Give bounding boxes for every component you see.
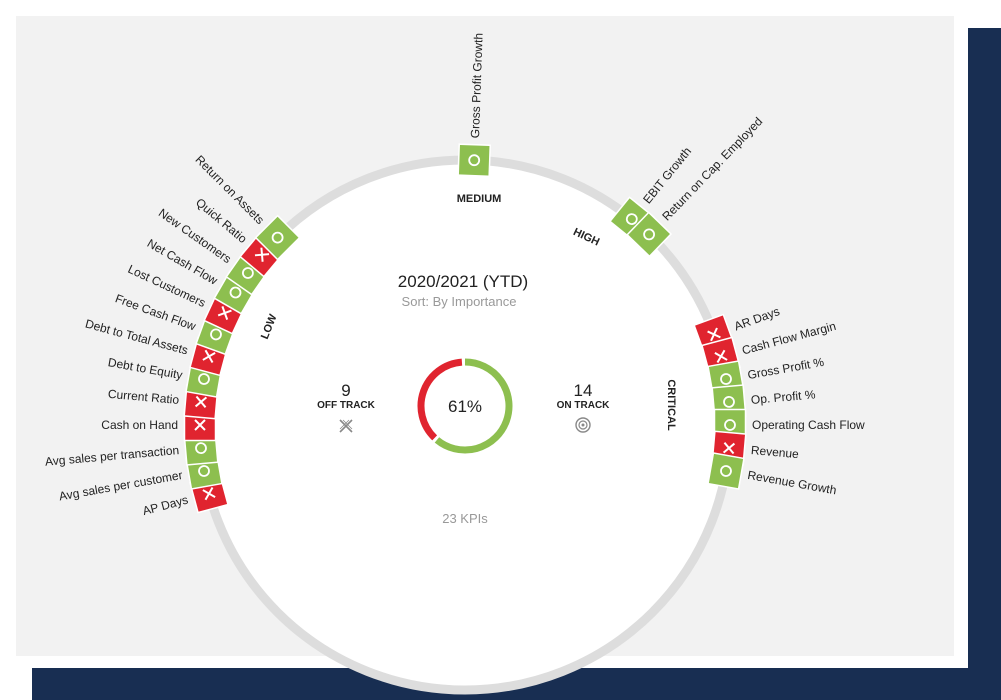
off-track-x-icon <box>194 419 206 431</box>
on-track-circle-icon <box>271 231 284 244</box>
on-track-count: 14 <box>574 381 593 400</box>
kpi-label: Operating Cash Flow <box>752 418 865 432</box>
decor-navy-right <box>968 28 1001 700</box>
off-track-x-icon <box>707 327 721 342</box>
off-track-x-icon <box>254 247 270 262</box>
off-track-icon <box>339 419 353 433</box>
off-track-label: OFF TRACK <box>317 400 376 411</box>
on-track-circle-icon <box>625 213 638 226</box>
off-track-x-icon <box>217 306 232 320</box>
kpi-total: 23 KPIs <box>442 511 488 526</box>
on-track-circle-icon <box>241 267 254 279</box>
kpi-label: AP Days <box>141 493 190 519</box>
kpi-label: Op. Profit % <box>750 387 816 407</box>
donut-off-track-arc <box>417 358 463 441</box>
progress-percent: 61% <box>448 397 482 416</box>
on-track-label: ON TRACK <box>557 400 611 411</box>
kpi-marker-revenue-growth[interactable]: Revenue Growth <box>707 452 838 497</box>
off-track-x-icon <box>722 442 736 455</box>
on-track-circle-icon <box>643 228 655 241</box>
on-track-circle-icon <box>723 395 735 408</box>
on-track-circle-icon <box>210 328 222 341</box>
kpi-marker-return-on-cap-employed[interactable]: Return on Cap. Employed <box>626 114 765 258</box>
kpi-label: Current Ratio <box>107 387 180 407</box>
kpi-label: Gross Profit % <box>746 355 825 382</box>
on-track-icon <box>575 417 591 433</box>
kpi-label: Cash on Hand <box>101 418 178 432</box>
kpi-label: AR Days <box>732 304 781 333</box>
group-label-critical: CRITICAL <box>665 379 677 431</box>
off-track-count: 9 <box>341 381 350 400</box>
on-track-circle-icon <box>229 286 242 299</box>
kpi-status-box <box>457 143 492 178</box>
kpi-label: Debt to Equity <box>107 355 184 382</box>
kpi-label: Avg sales per transaction <box>44 443 179 469</box>
kpi-label: Return on Assets <box>192 152 267 227</box>
donut-on-track-arc <box>434 358 513 454</box>
on-track-circle-icon <box>720 373 732 385</box>
progress-donut <box>417 358 513 454</box>
on-track-circle-icon <box>720 465 732 477</box>
group-label-medium: MEDIUM <box>457 193 502 205</box>
period-title: 2020/2021 (YTD) <box>398 272 528 291</box>
kpi-label: Revenue <box>750 443 799 461</box>
on-track-circle-icon <box>195 442 207 455</box>
kpi-status-box <box>707 452 745 490</box>
on-track-circle-icon <box>468 154 481 167</box>
kpi-status-box <box>626 211 673 258</box>
on-track-circle-icon <box>198 373 210 385</box>
kpi-marker-gross-profit-growth[interactable]: Gross Profit Growth <box>457 33 492 178</box>
on-track-circle-icon <box>724 419 736 431</box>
off-track-x-icon <box>202 486 216 501</box>
kpi-status-box <box>254 214 301 261</box>
kpi-label: Gross Profit Growth <box>468 33 486 139</box>
kpi-label: Revenue Growth <box>746 468 837 497</box>
off-track-x-icon <box>202 349 216 364</box>
on-track-circle-icon <box>198 465 210 477</box>
off-track-x-icon <box>714 349 728 364</box>
off-track-x-icon <box>194 395 208 408</box>
sort-label[interactable]: Sort: By Importance <box>402 294 517 309</box>
